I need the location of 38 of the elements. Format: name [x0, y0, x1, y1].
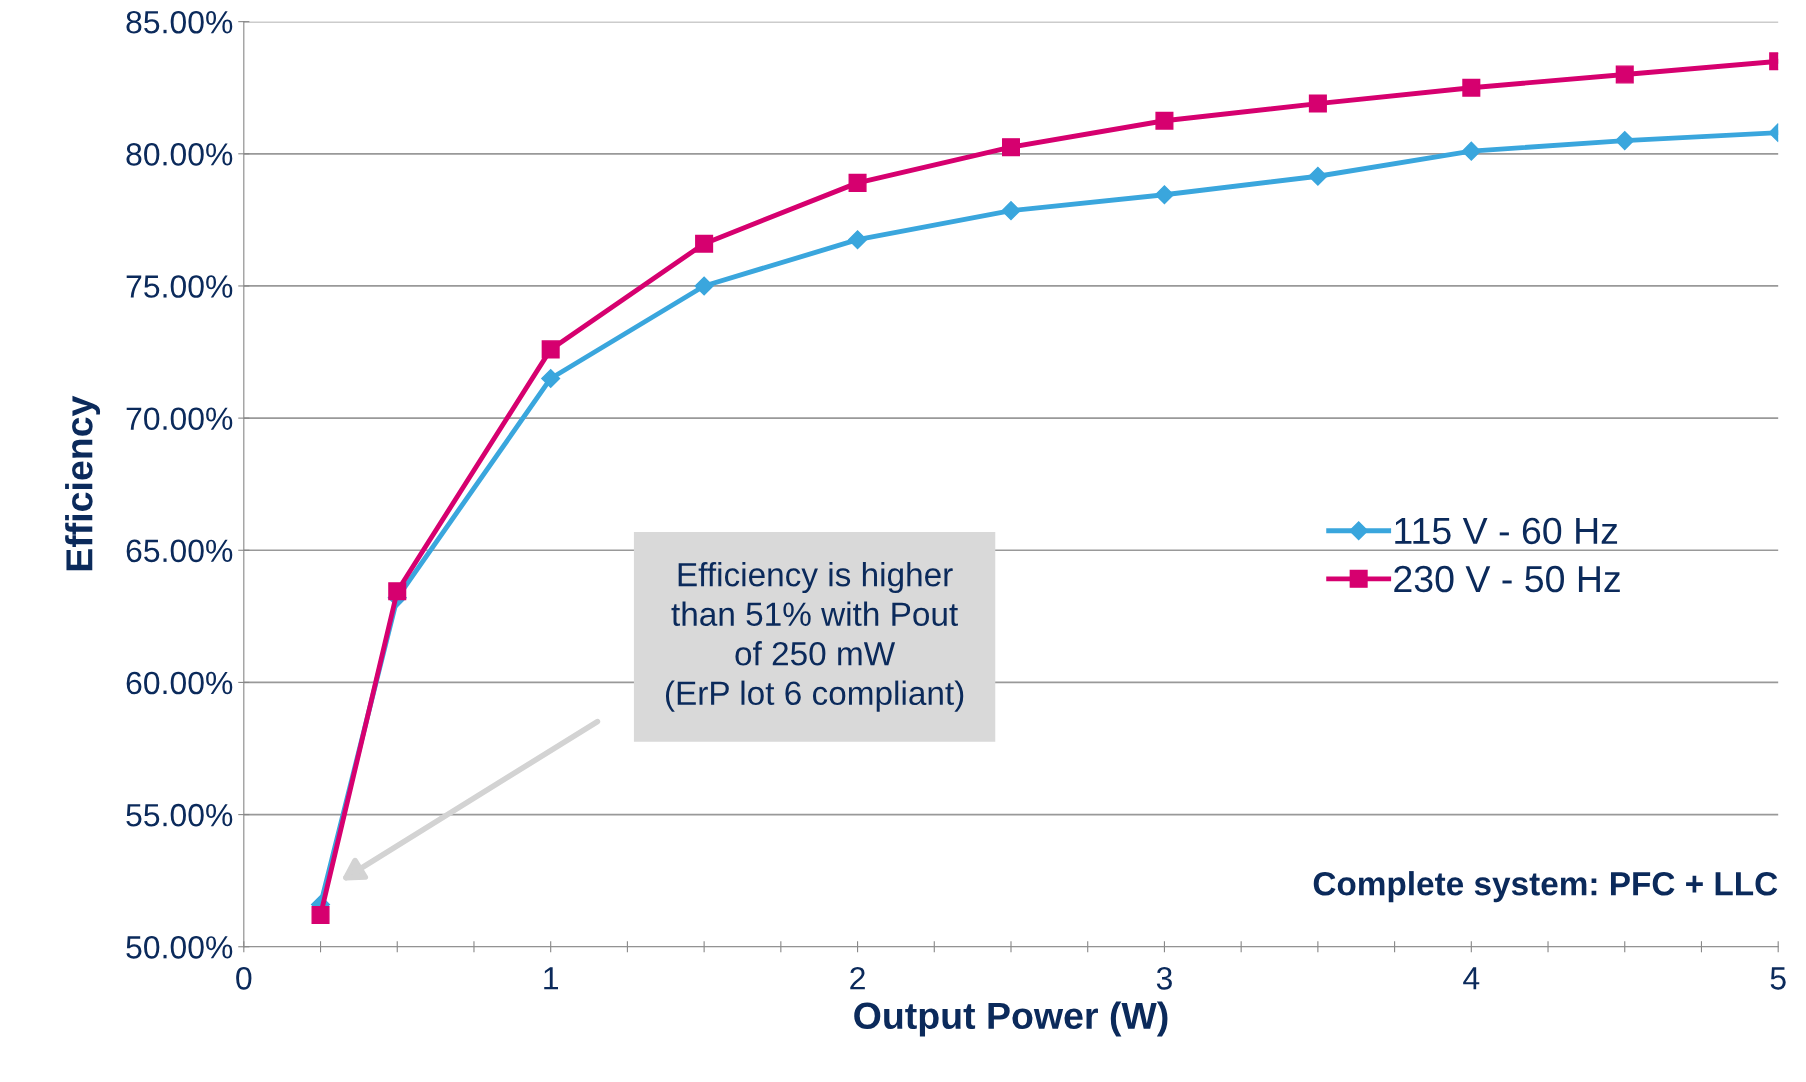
- point: [311, 906, 330, 925]
- point: [1462, 78, 1481, 97]
- point: [1461, 141, 1481, 161]
- point: [694, 276, 714, 296]
- point: [1308, 94, 1327, 113]
- annotation: Complete system: PFC + LLC: [1313, 871, 1778, 903]
- point: [1155, 111, 1174, 130]
- x-tick-label: 1: [544, 967, 559, 990]
- point: [695, 234, 714, 253]
- x-tick-label: 2: [850, 967, 865, 990]
- point: [1615, 131, 1635, 151]
- point: [848, 173, 867, 192]
- legend-label: 115 V - 60 Hz: [1395, 517, 1618, 545]
- x-axis-title: Output Power (W): [854, 1001, 1168, 1037]
- y-axis-title: Efficiency: [65, 395, 101, 571]
- legend-label: 230 V - 50 Hz: [1394, 565, 1620, 593]
- point: [388, 582, 407, 601]
- point: [1154, 185, 1174, 205]
- y-tick-label: 55.00%: [126, 803, 233, 827]
- y-tick-label: 60.00%: [126, 671, 233, 695]
- y-tick-label: 85.00%: [126, 10, 233, 34]
- x-tick-label: 4: [1463, 967, 1480, 990]
- point: [541, 340, 560, 359]
- y-tick-label: 75.00%: [126, 275, 233, 298]
- point: [848, 230, 868, 250]
- point: [1001, 138, 1021, 157]
- y-tick-label: 70.00%: [126, 407, 233, 431]
- point: [541, 368, 561, 389]
- x-tick-label: 3: [1156, 967, 1172, 990]
- point: [1615, 65, 1634, 84]
- y-tick-label: 50.00%: [126, 936, 233, 959]
- annotation: Efficiency is higher than 51% with Pout of 250 mW (ErP lot 6 compliant): [665, 562, 964, 712]
- point: [1001, 201, 1021, 221]
- y-tick-label: 65.00%: [126, 539, 233, 563]
- x-tick-label: 0: [236, 967, 252, 990]
- point: [1308, 166, 1328, 186]
- y-tick-label: 80.00%: [126, 143, 233, 166]
- x-tick-label: 5: [1770, 967, 1786, 990]
